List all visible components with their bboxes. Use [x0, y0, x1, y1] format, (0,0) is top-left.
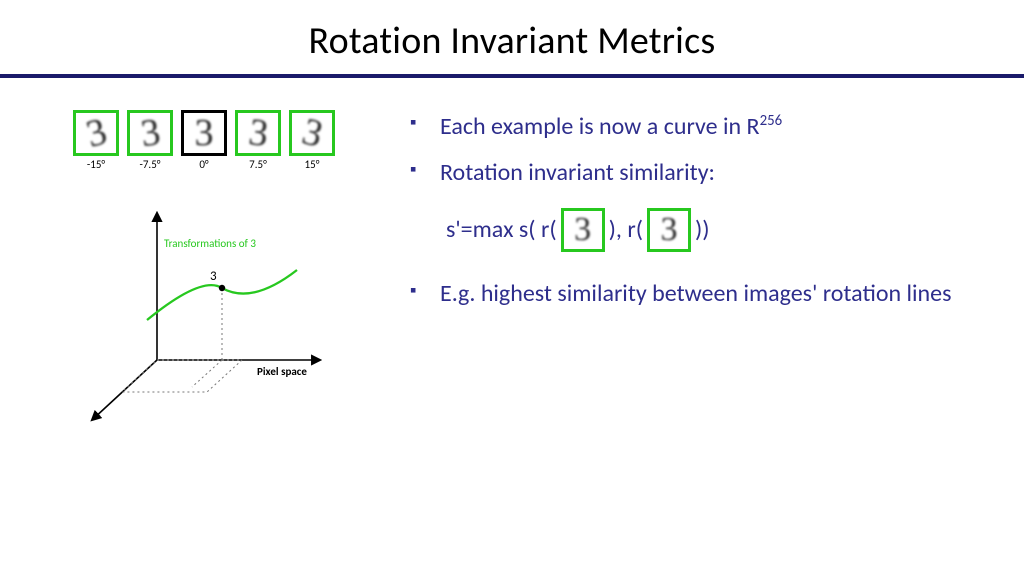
bullet-1-sup: 256: [760, 111, 783, 129]
digit-cell: 3 -7.5°: [127, 110, 173, 171]
curve-point-label: 3: [210, 269, 217, 284]
formula-part-3: )): [695, 215, 710, 244]
digit-3-icon: 3: [297, 109, 327, 156]
digit-angle-label: 15°: [305, 158, 320, 171]
digit-3-icon: 3: [81, 109, 111, 156]
axes-svg: [52, 185, 352, 445]
digit-row: 3-15°3-7.5°30°37.5°315°: [69, 110, 335, 171]
digit-cell: 3 -15°: [73, 110, 119, 171]
slide-title: Rotation Invariant Metrics: [0, 0, 1024, 74]
pixel-space-diagram: Transformations of 3 3 Pixel space: [52, 185, 352, 445]
digit-angle-label: 0°: [199, 158, 208, 171]
bullet-list-2: E.g. highest similarity between images' …: [404, 278, 992, 310]
transform-label: Transformations of 3: [164, 237, 256, 250]
slide: Rotation Invariant Metrics 3-15°3-7.5°30…: [0, 0, 1024, 576]
digit-3-icon: 3: [574, 211, 591, 249]
digit-3-icon: 3: [246, 110, 271, 156]
bullet-2: Rotation invariant similarity:: [404, 157, 992, 189]
digit-3-icon: 3: [138, 110, 163, 156]
digit-box: 3: [235, 110, 281, 156]
digit-box: 3: [127, 110, 173, 156]
digit-cell: 3 7.5°: [235, 110, 281, 171]
formula-part-2: ), r(: [609, 215, 643, 244]
inline-digit-1: 3: [561, 208, 605, 252]
bullet-list: Each example is now a curve in R256 Rota…: [404, 110, 992, 190]
digit-box: 3: [181, 110, 227, 156]
digit-3-icon: 3: [195, 111, 214, 155]
right-column: Each example is now a curve in R256 Rota…: [372, 106, 992, 445]
digit-angle-label: -15°: [87, 158, 105, 171]
digit-cell: 30°: [181, 110, 227, 171]
left-column: 3-15°3-7.5°30°37.5°315°: [32, 106, 372, 445]
bullet-1-text: Each example is now a curve in R: [440, 112, 760, 141]
inline-digit-2: 3: [647, 208, 691, 252]
formula-part-1: s'=max s( r(: [446, 215, 557, 244]
digit-cell: 315°: [289, 110, 335, 171]
bullet-3: E.g. highest similarity between images' …: [404, 278, 992, 310]
digit-box: 3: [73, 110, 119, 156]
bullet-1: Each example is now a curve in R256: [404, 110, 992, 143]
digit-3-icon: 3: [660, 211, 677, 249]
digit-angle-label: 7.5°: [249, 158, 267, 171]
pixel-space-label: Pixel space: [257, 365, 307, 378]
slide-body: 3-15°3-7.5°30°37.5°315°: [0, 78, 1024, 445]
similarity-formula: s'=max s( r( 3 ), r( 3 )): [404, 208, 992, 252]
digit-angle-label: -7.5°: [139, 158, 160, 171]
digit-box: 3: [289, 110, 335, 156]
